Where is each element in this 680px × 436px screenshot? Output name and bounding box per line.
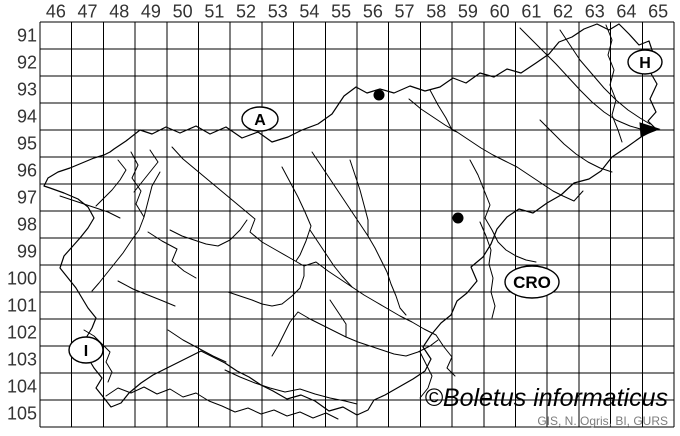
river-central-stream [309,229,353,288]
grid-column-label: 62 [553,2,573,22]
grid-row-label: 98 [17,215,37,235]
country-letter: I [84,343,88,360]
country-letter: CRO [513,273,551,292]
grid-column-label: 56 [363,2,383,22]
occurrence-dot [452,212,464,224]
grid-column-label: 50 [173,2,193,22]
grid-column-label: 63 [585,2,605,22]
country-letter: A [254,112,266,129]
river-ledava [559,29,651,125]
river-soca-tributary [143,171,161,218]
grid-column-label: 65 [648,2,668,22]
grid-row-label: 100 [7,269,37,289]
grid-column-label: 60 [490,2,510,22]
river-mura [519,27,655,131]
grid-column-label: 57 [395,2,415,22]
mura-outflow-mark [639,122,661,137]
river-pesnica [539,119,613,173]
grid-column-label: 58 [426,2,446,22]
slovenia-border-and-rivers [43,23,661,420]
grid-column-label: 51 [204,2,224,22]
grid-column-label: 53 [268,2,288,22]
river-savinja-tributary [349,159,369,237]
river-ljubljanica [227,265,305,307]
coast-line [83,329,113,383]
river-sava [171,146,456,377]
river-nw-stream-2 [95,159,127,207]
country-letter: H [639,55,651,72]
country-label-austria: A [241,106,279,132]
river-savinja [311,151,407,316]
grid-row-label: 97 [17,188,37,208]
river-nw-stream-1 [133,149,159,193]
river-soca [91,151,145,292]
country-ellipse [68,336,104,364]
river-meza [429,89,458,133]
grid-row-label: 102 [7,323,37,343]
grid-row-label: 93 [17,80,37,100]
country-label-hungary: H [627,49,663,75]
attribution-text: ©Boletus informaticus [424,384,668,412]
river-drava [408,98,584,202]
river-ne-stream [605,24,623,143]
grid-row-labels: 91 92 93 94 95 96 97 98 99 100 101 102 103 104 105 [7,26,37,424]
country-label-italy: I [68,336,104,364]
grid-column-label: 46 [46,2,66,22]
grid-column-label: 54 [299,2,319,22]
grid-column-label: 47 [78,2,98,22]
river-kolpa [224,369,358,405]
country-label-ellipses: A H I CRO [68,49,663,364]
occurrence-dots [373,89,464,224]
grid-row-label: 104 [7,377,37,397]
grid-column-label: 48 [109,2,129,22]
river-se-stream [419,351,433,399]
istria-border-line [105,386,339,420]
grid-column-labels: 46 47 48 49 50 51 52 53 54 55 56 57 58 59 60 61 62 63 64 65 [46,2,668,22]
grid-column-label: 49 [141,2,161,22]
grid-row-label: 101 [7,296,37,316]
river-idrijca [147,231,197,279]
grid-column-label: 55 [331,2,351,22]
river-krka [297,311,439,357]
grid-column-label: 59 [458,2,478,22]
country-ellipse [627,49,663,75]
country-border [43,23,658,416]
occurrence-dot [373,89,385,101]
grid-row-label: 96 [17,161,37,181]
river-dravinja [469,159,537,263]
country-ellipse [504,265,560,299]
country-ellipse [241,106,279,132]
grid-row-label: 103 [7,350,37,370]
grid-row-label: 94 [17,107,37,127]
country-label-croatia: CRO [504,265,560,299]
utm-grid-lines [39,21,675,428]
grid-row-label: 92 [17,53,37,73]
river-sora [169,219,248,247]
grid-row-label: 95 [17,134,37,154]
river-krka-tributary [329,299,347,338]
river-south-stream [271,311,299,357]
grid-column-label: 64 [616,2,636,22]
river-reka [167,329,227,363]
grid-row-label: 91 [17,26,37,46]
credits-text: GIS, N. Ogris, BI, GURS [537,414,668,428]
river-kamniska-bistrica [281,166,312,262]
grid-column-label: 61 [521,2,541,22]
river-vipava [117,280,176,307]
river-west-stream [59,195,121,219]
grid-column-label: 52 [236,2,256,22]
grid-row-label: 105 [7,404,37,424]
river-sotla [479,221,496,319]
grid-row-label: 99 [17,242,37,262]
